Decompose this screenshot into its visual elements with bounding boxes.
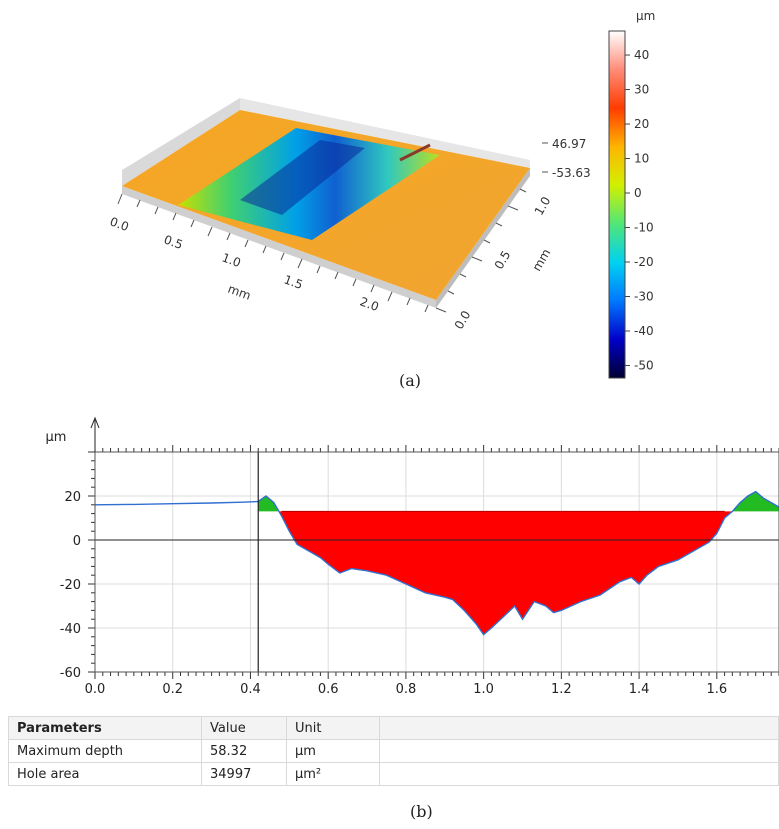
surface-y-ticks <box>435 188 527 313</box>
peak-area <box>732 491 779 512</box>
surface-channel-ridge <box>399 143 431 162</box>
surface-x-tick-label: 0.0 <box>108 214 131 234</box>
table-filler <box>379 739 779 763</box>
colorbar-tick-label: 40 <box>634 48 649 62</box>
y-tick-label: 0 <box>73 534 81 549</box>
y-tick-label: -60 <box>60 666 81 681</box>
colorbar-tick-label: -10 <box>634 221 654 235</box>
param-value: 34997 <box>201 762 287 786</box>
x-tick-label: 1.2 <box>551 682 572 697</box>
colorbar-tick-label: 10 <box>634 152 649 166</box>
surface-side-wall <box>240 98 530 168</box>
surface-x-tick-label: 1.5 <box>282 272 305 292</box>
surface-height-min-label: -53.63 <box>552 166 591 180</box>
profile-chart: µm 0.0 0.2 0.4 0.6 0.8 1.0 1.2 1.4 1.6 20 0 -20 -40 -… <box>46 416 779 697</box>
x-tick-label: 0.0 <box>85 682 106 697</box>
param-unit: µm² <box>286 762 380 786</box>
colorbar-tick-label: -50 <box>634 358 654 372</box>
peak-area <box>258 496 279 512</box>
table-row: Hole area 34997 µm² <box>8 762 779 786</box>
plot-frame <box>94 451 779 673</box>
table-row: Maximum depth 58.32 µm <box>8 739 779 763</box>
surface-y-tick-label: 0.5 <box>492 248 514 272</box>
surface-y-tick-label: 1.0 <box>532 194 554 218</box>
param-name: Maximum depth <box>8 739 202 763</box>
chart-axes <box>88 416 779 679</box>
surface-x-tick-label: 2.0 <box>358 294 381 314</box>
caption-a: (a) <box>399 371 421 390</box>
header-unit: Unit <box>286 716 380 740</box>
table-filler <box>379 716 779 740</box>
table-filler <box>379 762 779 786</box>
colorbar-ticks: 40 30 20 10 0 -10 -20 -30 -40 -50 <box>625 48 654 372</box>
colorbar-tick-label: 20 <box>634 117 649 131</box>
chart-ticks: 0.0 0.2 0.4 0.6 0.8 1.0 1.2 1.4 1.6 20 0 -20 -40 -60 <box>60 490 727 697</box>
surface-right-wall <box>436 168 530 308</box>
surface-height-max-label: 46.97 <box>552 137 586 151</box>
surface-y-axis-label: mm <box>530 246 554 273</box>
surface-x-axis-label: mm <box>226 282 253 303</box>
colorbar-tick-label: 30 <box>634 83 649 97</box>
surface-x-tick-label: 0.5 <box>162 232 185 252</box>
colorbar-unit: µm <box>636 9 655 23</box>
header-value: Value <box>201 716 287 740</box>
chart-areas <box>258 491 779 635</box>
y-tick-label: 20 <box>64 490 81 505</box>
x-tick-label: 1.6 <box>706 682 727 697</box>
caption-b: (b) <box>410 802 433 821</box>
header-parameters: Parameters <box>8 716 202 740</box>
x-tick-label: 0.4 <box>240 682 261 697</box>
table-header-row: Parameters Value Unit <box>8 716 779 740</box>
chart-ylabel: µm <box>46 430 67 445</box>
y-axis-arrowhead <box>90 416 100 429</box>
surface-back-wall <box>122 98 240 186</box>
chart-lines <box>94 452 779 672</box>
colorbar <box>608 30 626 379</box>
colorbar-tick-label: -40 <box>634 324 654 338</box>
x-tick-label: 1.0 <box>473 682 494 697</box>
colorbar-tick-label: -30 <box>634 289 654 303</box>
y-tick-label: -40 <box>60 622 81 637</box>
surface-3d-panel: 0.0 0.5 1.0 1.5 2.0 mm 0.0 0.5 1.0 mm 46… <box>108 9 655 390</box>
x-tick-label: 0.8 <box>396 682 417 697</box>
param-unit: µm <box>286 739 380 763</box>
surface-front-wall <box>122 186 436 308</box>
x-tick-label: 1.4 <box>629 682 650 697</box>
parameters-table: Parameters Value Unit Maximum depth 58.3… <box>8 716 779 786</box>
surface-channel-deep <box>240 140 365 215</box>
hole-area <box>279 511 733 635</box>
surface-x-tick-label: 1.0 <box>220 250 243 270</box>
x-tick-label: 0.6 <box>318 682 339 697</box>
colorbar-tick-label: 0 <box>634 186 642 200</box>
param-value: 58.32 <box>201 739 287 763</box>
profile-line <box>94 490 779 636</box>
y-tick-label: -20 <box>60 578 81 593</box>
param-name: Hole area <box>8 762 202 786</box>
surface-y-tick-label: 0.0 <box>452 308 474 332</box>
surface-x-ticks <box>117 193 429 313</box>
colorbar-tick-label: -20 <box>634 255 654 269</box>
x-tick-label: 0.2 <box>162 682 183 697</box>
